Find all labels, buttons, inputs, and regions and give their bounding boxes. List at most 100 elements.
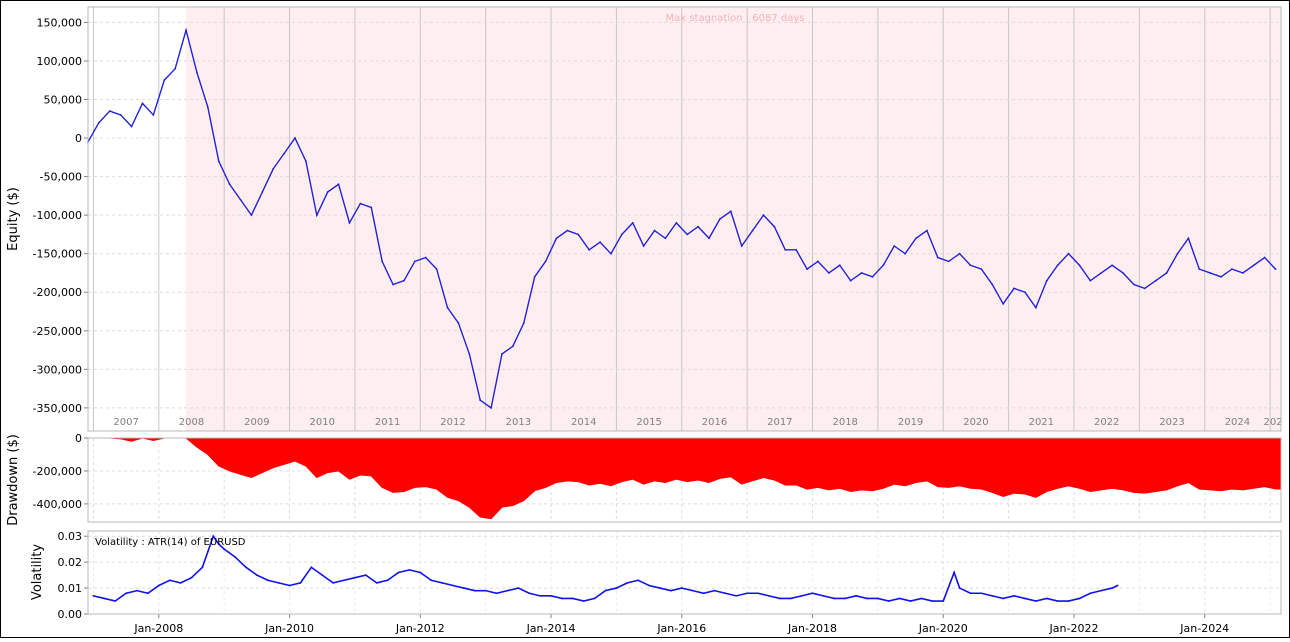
year-label: 2009 xyxy=(244,417,269,428)
volatility-point xyxy=(615,587,618,589)
drawdown-tick-label: -400,000 xyxy=(33,498,82,511)
equity-point xyxy=(108,110,111,112)
equity-plot-border xyxy=(87,6,1282,432)
volatility-point xyxy=(217,543,220,545)
equity-point xyxy=(751,229,754,232)
volatility-point xyxy=(157,584,160,587)
equity-point xyxy=(926,229,928,232)
equity-point xyxy=(904,252,907,255)
volatility-point xyxy=(669,589,672,592)
equity-point xyxy=(686,233,689,236)
equity-point xyxy=(1034,306,1037,309)
equity-point xyxy=(849,279,852,282)
volatility-point xyxy=(1034,600,1037,602)
volatility-y-axis-label: Volatility xyxy=(30,544,45,600)
volatility-point xyxy=(234,556,236,558)
volatility-point xyxy=(201,566,204,569)
equity-point xyxy=(424,256,427,259)
volatility-point xyxy=(506,589,509,592)
drawdown-panel: 0 -200,000 -400,000 Drawdown ($) xyxy=(6,432,1282,526)
volatility-point xyxy=(637,579,640,582)
volatility-point xyxy=(746,592,749,595)
volatility-point xyxy=(179,581,182,584)
equity-tick-label: -350,000 xyxy=(33,402,82,415)
equity-point xyxy=(827,272,830,274)
year-label: 2014 xyxy=(571,417,596,428)
equity-point xyxy=(337,183,340,186)
volatility-point xyxy=(190,576,193,579)
volatility-point xyxy=(1045,597,1048,600)
volatility-point xyxy=(724,592,727,595)
equity-point xyxy=(631,221,634,224)
equity-point xyxy=(1122,272,1124,274)
volatility-point xyxy=(593,597,596,600)
equity-point xyxy=(544,260,547,263)
equity-point xyxy=(1274,268,1277,271)
volatility-point xyxy=(866,597,868,600)
drawdown-series xyxy=(88,437,1282,520)
x-tick-label: Jan-2014 xyxy=(526,622,576,635)
equity-point xyxy=(947,260,950,263)
equity-point xyxy=(980,268,983,271)
volatility-point xyxy=(561,597,563,600)
volatility-point xyxy=(462,587,465,589)
equity-point xyxy=(610,252,612,255)
volatility-panel: Volatility : ATR(14) of EURUSD 0.000.010… xyxy=(30,530,1282,635)
volatility-point xyxy=(343,579,345,582)
equity-tick-label: -200,000 xyxy=(33,286,82,299)
volatility-tick-label: 0.00 xyxy=(58,608,83,621)
equity-point xyxy=(708,237,710,240)
equity-point xyxy=(1209,272,1212,274)
equity-point xyxy=(304,160,307,163)
equity-point xyxy=(762,214,765,217)
volatility-point xyxy=(942,600,945,602)
equity-point xyxy=(1002,302,1005,305)
equity-point xyxy=(381,260,384,263)
equity-point xyxy=(555,237,558,240)
x-tick-label: Jan-2012 xyxy=(395,622,445,635)
year-label: 2022 xyxy=(1094,417,1119,428)
volatility-point xyxy=(299,581,302,584)
equity-point xyxy=(272,167,275,170)
volatility-point xyxy=(212,535,215,538)
year-labels: 2007 2008 2009 2010 2011 2012 2013 2014 2015 2016… xyxy=(113,417,1282,428)
equity-point xyxy=(969,264,972,267)
equity-point xyxy=(413,260,416,263)
equity-point xyxy=(936,256,939,259)
equity-point xyxy=(860,272,863,274)
volatility-legend: Volatility : ATR(14) of EURUSD xyxy=(95,537,246,548)
volatility-point xyxy=(332,581,335,584)
equity-line xyxy=(87,27,1277,410)
equity-point xyxy=(697,225,700,228)
equity-point xyxy=(206,106,209,109)
volatility-point xyxy=(539,594,542,597)
volatility-point xyxy=(909,600,912,602)
volatility-point xyxy=(441,581,443,584)
x-tick-label: Jan-2022 xyxy=(1049,622,1099,635)
volatility-point xyxy=(321,574,324,576)
equity-point xyxy=(1056,264,1059,267)
volatility-point xyxy=(397,571,400,574)
equity-point xyxy=(1176,252,1179,255)
volatility-point xyxy=(887,600,890,602)
equity-point xyxy=(1100,272,1103,274)
equity-point xyxy=(871,275,874,278)
drawdown-tick-label: 0 xyxy=(75,432,82,445)
equity-point xyxy=(599,241,601,244)
equity-point xyxy=(228,183,231,186)
equity-point xyxy=(468,353,471,355)
volatility-series xyxy=(92,534,1119,602)
volatility-line xyxy=(93,534,1118,602)
equity-point xyxy=(653,229,656,232)
volatility-point xyxy=(114,600,117,602)
volatility-point xyxy=(571,597,574,600)
volatility-point xyxy=(789,597,792,600)
equity-point xyxy=(719,218,721,220)
equity-point xyxy=(250,214,253,217)
equity-point xyxy=(490,406,493,409)
volatility-point xyxy=(648,584,650,587)
year-label: 202 xyxy=(1263,417,1282,428)
year-label: 2013 xyxy=(506,417,531,428)
volatility-point xyxy=(484,589,487,592)
